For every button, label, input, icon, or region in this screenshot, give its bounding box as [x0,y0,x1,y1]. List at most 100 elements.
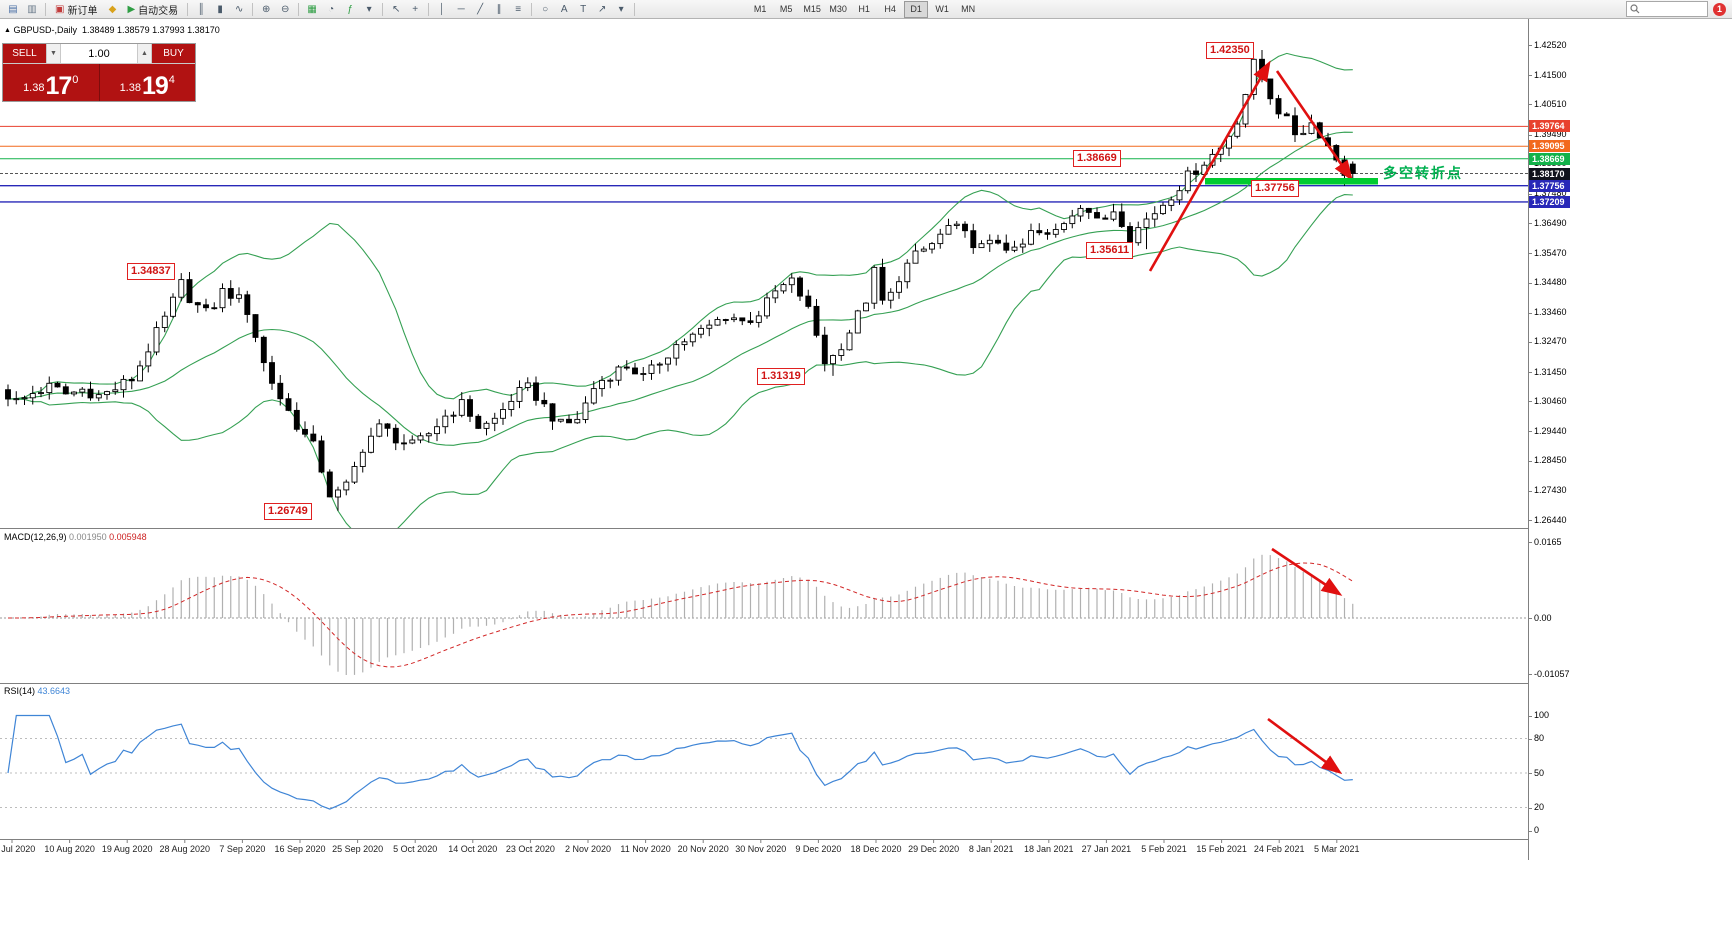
expert-advisors-icon[interactable]: ◆ [103,2,121,17]
time-axis[interactable]: 31 Jul 2020 10 Aug 2020 19 Aug 2020 28 Aug … [0,840,1528,860]
rsi-pane[interactable] [0,714,1528,810]
volume-decrease-button[interactable]: ▼ [46,44,61,63]
price-label-annotation[interactable]: 1.35611 [1086,242,1134,259]
price-scale-label: 1.26440 [1534,514,1567,525]
price-label-annotation[interactable]: 1.37756 [1251,180,1299,197]
period-clock-icon[interactable]: ◔ [322,2,340,17]
main-price-pane[interactable] [0,50,1528,539]
timeframe-mn-button[interactable]: MN [961,3,976,14]
time-axis-label: 18 Dec 2020 [850,844,902,854]
indicators-icon[interactable]: ƒ [341,2,359,17]
zoom-in-icon[interactable]: ⊕ [257,2,275,17]
scale-tick [1529,193,1532,195]
chart-symbol-period: GBPUSD-,Daily [13,25,77,35]
sell-price-pips: 17 [45,72,72,100]
expert-advisors-icon-glyph: ◆ [108,3,117,15]
timeframe-m15-button[interactable]: M15 [803,3,821,14]
pane-separator-rsi[interactable] [0,683,1569,684]
macd-signal-value: 0.005948 [109,532,147,542]
candlestick-chart-icon[interactable]: ▮ [211,2,229,17]
time-axis-label: 30 Nov 2020 [735,844,787,854]
bar-chart-icon[interactable]: ║ [192,2,210,17]
trend-arrow[interactable] [1271,547,1343,596]
notification-badge[interactable]: 1 [1713,2,1726,16]
new-order-button[interactable]: ▣ 新订单 [50,2,102,17]
cursor-icon[interactable]: ↖ [387,2,405,17]
search-input[interactable] [1642,3,1702,15]
vertical-line-icon[interactable]: │ [433,2,451,17]
toolbar-separator [428,2,430,16]
price-label-annotation[interactable]: 1.26749 [264,503,312,520]
price-scale[interactable]: 1.425201.415001.405101.394901.385001.374… [1528,19,1570,860]
shapes-icon[interactable]: ○ [536,2,554,17]
trend-arrow[interactable] [1267,717,1343,775]
new-chart-icon[interactable]: ▤ [4,2,22,17]
price-scale-label: 1.39490 [1534,129,1567,139]
price-scale-label: 1.41500 [1534,69,1567,80]
channel-icon[interactable]: ∥ [490,2,508,17]
timeframe-h1-button[interactable]: H1 [858,3,870,14]
price-label-annotation[interactable]: 1.34837 [127,263,175,280]
objects-dropdown-icon[interactable]: ▾ [612,2,630,17]
price-label-annotation[interactable]: 1.31319 [757,368,805,385]
one-click-collapse-icon[interactable]: ▲ [4,27,11,34]
symbol-search[interactable] [1626,1,1708,17]
chart-profiles-icon[interactable]: ▥ [23,2,41,17]
arrows-icon[interactable]: ↗ [593,2,611,17]
timeframe-bar: M1 M5 M15 M30 H1 H4 D1 W1 MN [748,0,980,18]
price-scale-label: 1.40510 [1534,98,1567,109]
one-click-buy-label[interactable]: BUY [152,44,195,63]
chart-canvas[interactable] [0,19,1528,860]
main-toolbar: ▤ ▥ ▣ 新订单 ◆ ▶ 自动交易 ║ ▮ ∿ ⊕ ⊖ ▦ ◔ ƒ ▾ ↖ + │ ─ ╱ ∥ ≡ ○ A T ↗ ▾ M1 M5 M1… [0,0,1732,19]
timeframe-m30-button[interactable]: M30 [829,3,847,14]
price-label-annotation[interactable]: 1.42350 [1206,42,1254,59]
line-chart-icon[interactable]: ∿ [230,2,248,17]
one-click-sell-label[interactable]: SELL [3,44,46,63]
volume-input[interactable] [62,46,136,61]
price-scale-chip: 1.38170 [1529,167,1570,180]
shapes-icon-glyph: ○ [542,3,549,15]
timeframe-m5-button[interactable]: M5 [779,3,793,14]
one-click-sell-button[interactable]: 1.38 17 0 [3,64,100,101]
label-icon[interactable]: T [574,2,592,17]
zoom-out-icon-glyph: ⊖ [280,3,290,15]
indicators-dropdown-icon[interactable]: ▾ [360,2,378,17]
cros​shair-icon-glyph: + [412,3,419,15]
time-axis-label: 5 Oct 2020 [393,844,438,854]
scale-tick [1529,372,1532,373]
volume-increase-button[interactable]: ▲ [137,44,152,63]
one-click-buy-button[interactable]: 1.38 19 4 [99,64,195,101]
macd-scale-zero: 0.00 [1534,612,1552,623]
chart-window: ▲ GBPUSD-,Daily 1.38489 1.38579 1.37993 … [0,19,1570,860]
buy-price-prefix: 1.38 [119,82,141,94]
chart-profiles-icon-glyph: ▥ [27,3,37,15]
macd-label: MACD(12,26,9) [4,532,67,542]
price-label-annotation[interactable]: 1.38669 [1073,150,1121,167]
price-scale-label: 1.30460 [1534,395,1567,406]
tile-windows-icon[interactable]: ▦ [303,2,321,17]
auto-trading-button[interactable]: ▶ 自动交易 [122,2,183,17]
scale-tick [1529,431,1532,433]
time-axis-label: 5 Feb 2021 [1141,844,1187,854]
timeframe-w1-button[interactable]: W1 [935,3,949,14]
chinese-note-annotation[interactable]: 多空转折点 [1383,165,1463,181]
vertical-line-icon-glyph: │ [439,3,446,15]
cros​shair-icon[interactable]: + [406,2,424,17]
horizontal-line-icon[interactable]: ─ [452,2,470,17]
trend-arrow[interactable] [1275,70,1353,182]
pane-separator-macd[interactable] [0,528,1569,529]
text-icon[interactable]: A [555,2,573,17]
timeframe-h4-button[interactable]: H4 [884,3,896,14]
trend-arrow[interactable] [1148,60,1271,272]
fibonacci-icon[interactable]: ≡ [509,2,527,17]
timeframe-d1-button[interactable]: D1 [904,0,929,18]
zoom-out-icon[interactable]: ⊖ [276,2,294,17]
timeframe-m1-button[interactable]: M1 [753,3,767,14]
time-axis-label: 2 Nov 2020 [564,844,612,854]
text-icon-glyph: A [560,3,568,15]
time-axis-label: 10 Aug 2020 [44,844,95,854]
candlestick-chart-icon-glyph: ▮ [217,3,223,15]
macd-pane[interactable] [0,554,1528,675]
pane-separator-timeaxis [0,839,1569,840]
trendline-icon[interactable]: ╱ [471,2,489,17]
